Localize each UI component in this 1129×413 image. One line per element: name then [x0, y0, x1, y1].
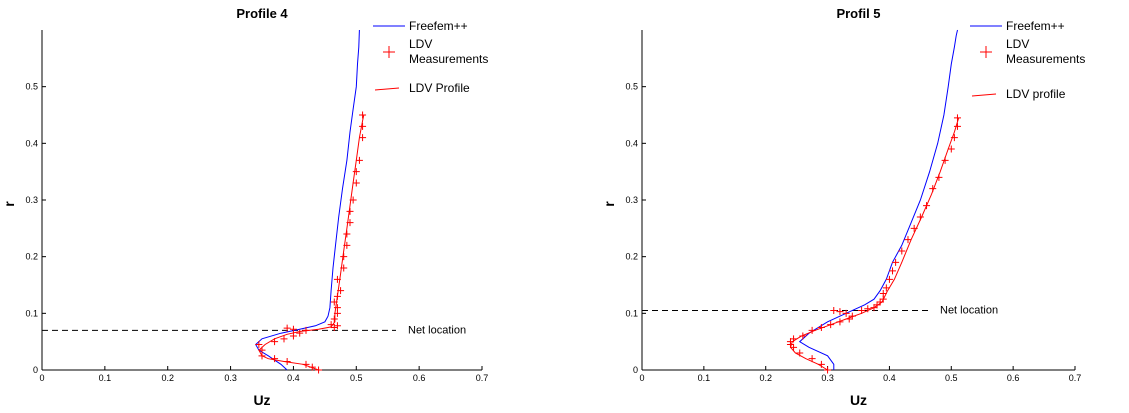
ldv-measurement-point	[333, 322, 341, 330]
x-tick-label: 0.1	[99, 373, 112, 383]
ldv-measurement-point	[879, 290, 887, 297]
x-tick-label: 0.4	[287, 373, 300, 383]
y-tick-label: 0	[633, 365, 638, 375]
ldv-measurement-point	[352, 179, 360, 187]
ldv-measurement-point	[904, 236, 912, 244]
y-tick-label: 0.3	[25, 195, 38, 205]
legend-swatch-ldv-measurements	[980, 46, 992, 58]
chart-title: Profile 4	[236, 6, 288, 21]
ldv-measurement-point	[882, 284, 890, 292]
series-line-ldv-profile	[258, 114, 365, 371]
ldv-measurement-point	[359, 122, 367, 130]
chart-title: Profil 5	[836, 6, 880, 21]
ldv-measurement-point	[289, 332, 297, 340]
legend-swatch-ldv-profile	[971, 93, 997, 97]
ldv-measurement-point	[898, 247, 906, 255]
net-location-label: Net location	[408, 324, 466, 336]
ldv-measurement-point	[283, 324, 291, 332]
x-tick-label: 0.6	[413, 373, 426, 383]
ldv-measurement-point	[842, 309, 850, 317]
net-location-label: Net location	[940, 305, 998, 317]
y-tick-label: 0	[33, 365, 38, 375]
y-tick-label: 0.3	[625, 195, 638, 205]
x-tick-label: 0.2	[161, 373, 174, 383]
chart-profile-4: 0 0.1 0.2 0.3 0.4 0.5 0.6 0.7 0 0.1 0.2 0.3 0.4 0.5 Pr…	[1, 6, 488, 408]
chart-profil-5: 0 0.1 0.2 0.3 0.4 0.5 0.6 0.7 0 0.1 0.2 0.3 0.4 0.5 Pr…	[601, 6, 1085, 408]
ldv-measurement-point	[280, 335, 288, 343]
y-tick-label: 0.2	[625, 252, 638, 262]
x-axis-label: Uz	[850, 392, 867, 408]
x-tick-label: 0.7	[1069, 373, 1082, 383]
series-line-ldv-profile	[789, 117, 960, 371]
x-axis-label: Uz	[253, 392, 270, 408]
legend-swatch-ldv-profile	[374, 87, 400, 91]
ldv-measurement-point	[289, 325, 297, 333]
ldv-measurement-point	[947, 145, 955, 153]
ldv-measurement-point	[352, 168, 360, 176]
x-tick-label: 0.3	[224, 373, 237, 383]
ldv-measurement-point	[333, 304, 341, 312]
ldv-measurement-point	[330, 315, 338, 323]
ldv-measurement-point	[355, 156, 363, 164]
y-tick-label: 0.2	[25, 252, 38, 262]
legend-swatch-ldv-measurements	[383, 46, 395, 58]
x-tick-label: 0.6	[1007, 373, 1020, 383]
x-tick-label: 0.3	[821, 373, 834, 383]
y-axis-label: r	[601, 201, 617, 207]
ldv-measurement-point	[271, 355, 279, 363]
x-tick-label: 0.4	[883, 373, 896, 383]
ldv-measurement-point	[892, 258, 900, 266]
ldv-measurement-point	[864, 305, 872, 313]
legend-label-freefem: Freefem++	[1006, 19, 1065, 33]
x-tick-label: 0	[639, 373, 644, 383]
y-tick-label: 0.4	[25, 138, 38, 148]
x-tick-label: 0	[39, 373, 44, 383]
ldv-measurement-point	[953, 122, 961, 130]
ldv-measurement-point	[885, 275, 893, 283]
x-tick-label: 0.7	[476, 373, 489, 383]
y-tick-label: 0.5	[25, 82, 38, 92]
legend-label-ldv-measurements: LDV Measurements	[1006, 37, 1085, 66]
legend-label-ldv-measurements: LDV Measurements	[409, 37, 488, 66]
legend-label-ldv-profile: LDV profile	[1006, 87, 1066, 101]
x-tick-label: 0.5	[350, 373, 363, 383]
y-tick-label: 0.1	[625, 308, 638, 318]
series-line-freefem	[798, 29, 958, 370]
y-tick-label: 0.5	[625, 82, 638, 92]
legend-label-ldv-profile: LDV Profile	[409, 81, 470, 95]
ldv-measurement-point	[830, 307, 838, 314]
ldv-measurement-point	[889, 267, 897, 275]
y-tick-label: 0.1	[25, 308, 38, 318]
ldv-measurement-point	[255, 341, 263, 348]
x-tick-label: 0.2	[759, 373, 772, 383]
ldv-measurement-point	[296, 329, 304, 337]
y-axis-label: r	[1, 201, 17, 207]
y-tick-label: 0.4	[625, 138, 638, 148]
ldv-measurement-point	[836, 308, 844, 316]
x-tick-label: 0.5	[945, 373, 958, 383]
legend-label-freefem: Freefem++	[409, 19, 468, 33]
ldv-measurement-point	[359, 134, 367, 142]
series-line-freefem	[255, 29, 360, 371]
ldv-measurement-point	[359, 111, 367, 119]
x-tick-label: 0.1	[698, 373, 711, 383]
